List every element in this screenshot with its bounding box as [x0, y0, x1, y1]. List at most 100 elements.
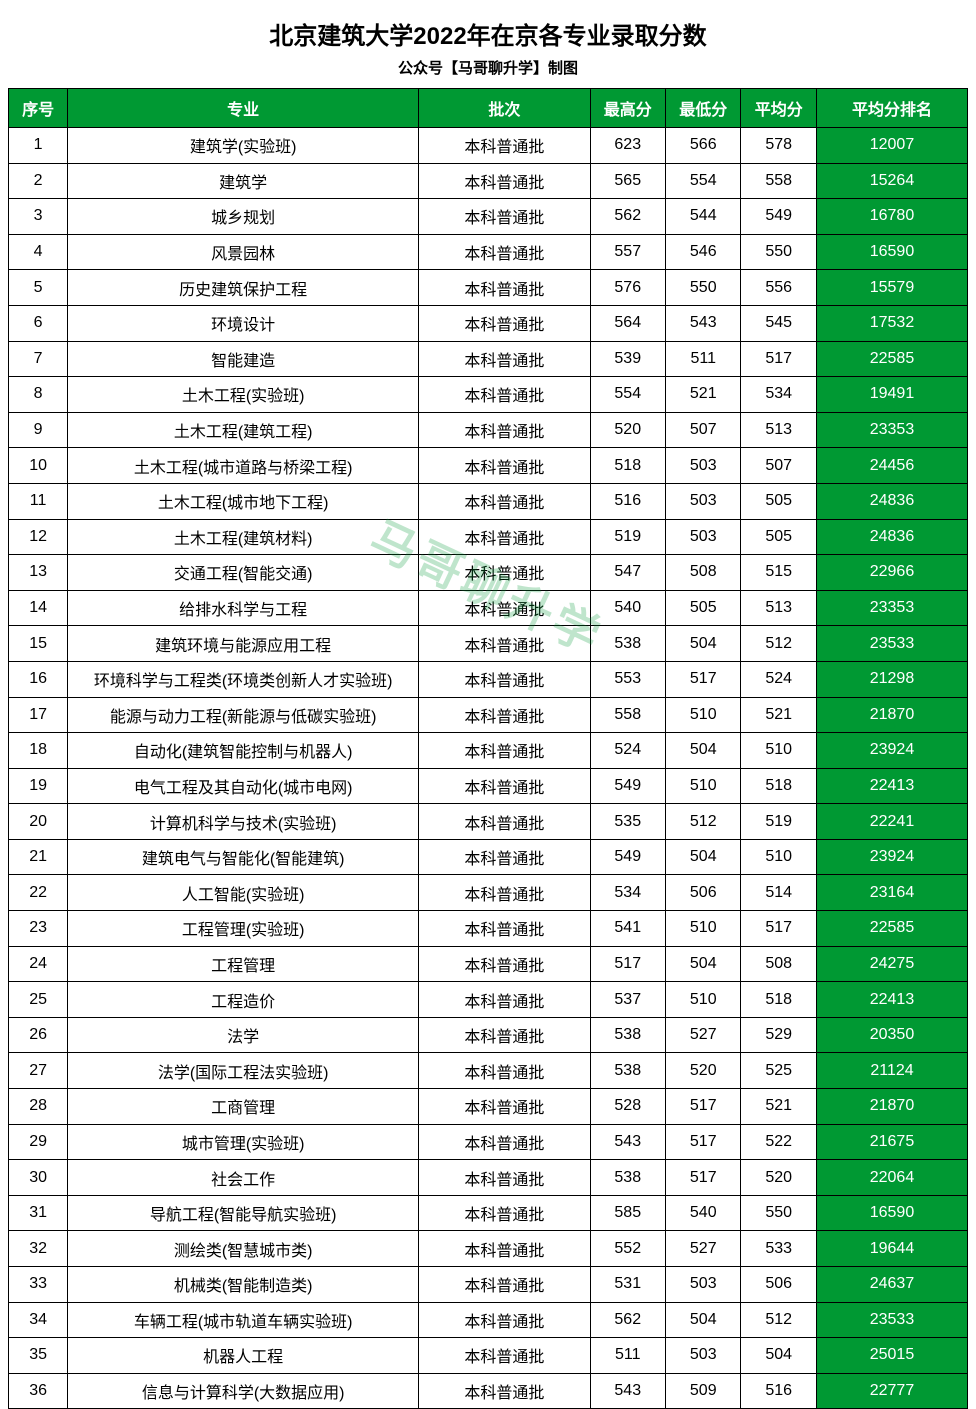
cell-avg: 507 [741, 448, 816, 484]
cell-rank: 12007 [816, 128, 967, 164]
cell-max: 552 [590, 1231, 665, 1267]
cell-major: 土木工程(建筑工程) [68, 412, 419, 448]
table-row: 31导航工程(智能导航实验班)本科普通批58554055016590 [9, 1195, 968, 1231]
col-header-rank: 平均分排名 [816, 89, 967, 128]
cell-idx: 18 [9, 733, 68, 769]
cell-avg: 550 [741, 1195, 816, 1231]
cell-major: 建筑环境与能源应用工程 [68, 626, 419, 662]
table-row: 22人工智能(实验班)本科普通批53450651423164 [9, 875, 968, 911]
table-row: 4风景园林本科普通批55754655016590 [9, 234, 968, 270]
table-row: 23工程管理(实验班)本科普通批54151051722585 [9, 911, 968, 947]
table-row: 36信息与计算科学(大数据应用)本科普通批54350951622777 [9, 1373, 968, 1409]
cell-avg: 545 [741, 305, 816, 341]
cell-min: 517 [666, 1124, 741, 1160]
cell-major: 信息与计算科学(大数据应用) [68, 1373, 419, 1409]
cell-major: 土木工程(建筑材料) [68, 519, 419, 555]
cell-avg: 512 [741, 626, 816, 662]
cell-min: 508 [666, 555, 741, 591]
cell-major: 建筑电气与智能化(智能建筑) [68, 839, 419, 875]
cell-idx: 7 [9, 341, 68, 377]
cell-max: 524 [590, 733, 665, 769]
cell-rank: 23353 [816, 590, 967, 626]
table-row: 28工商管理本科普通批52851752121870 [9, 1089, 968, 1125]
cell-max: 541 [590, 911, 665, 947]
cell-min: 504 [666, 1302, 741, 1338]
cell-avg: 515 [741, 555, 816, 591]
cell-max: 511 [590, 1338, 665, 1374]
cell-avg: 556 [741, 270, 816, 306]
cell-max: 531 [590, 1267, 665, 1303]
cell-rank: 22585 [816, 911, 967, 947]
cell-rank: 25015 [816, 1338, 967, 1374]
cell-batch: 本科普通批 [419, 1053, 590, 1089]
cell-avg: 517 [741, 341, 816, 377]
cell-rank: 16780 [816, 199, 967, 235]
cell-batch: 本科普通批 [419, 697, 590, 733]
cell-major: 计算机科学与技术(实验班) [68, 804, 419, 840]
cell-min: 517 [666, 661, 741, 697]
cell-major: 土木工程(城市地下工程) [68, 483, 419, 519]
table-row: 10土木工程(城市道路与桥梁工程)本科普通批51850350724456 [9, 448, 968, 484]
cell-rank: 23353 [816, 412, 967, 448]
cell-avg: 520 [741, 1160, 816, 1196]
cell-min: 505 [666, 590, 741, 626]
table-row: 18自动化(建筑智能控制与机器人)本科普通批52450451023924 [9, 733, 968, 769]
cell-batch: 本科普通批 [419, 1089, 590, 1125]
table-row: 29城市管理(实验班)本科普通批54351752221675 [9, 1124, 968, 1160]
cell-min: 507 [666, 412, 741, 448]
cell-max: 562 [590, 199, 665, 235]
table-row: 11土木工程(城市地下工程)本科普通批51650350524836 [9, 483, 968, 519]
cell-major: 人工智能(实验班) [68, 875, 419, 911]
cell-idx: 30 [9, 1160, 68, 1196]
table-row: 9土木工程(建筑工程)本科普通批52050751323353 [9, 412, 968, 448]
cell-avg: 505 [741, 483, 816, 519]
cell-max: 539 [590, 341, 665, 377]
table-row: 19电气工程及其自动化(城市电网)本科普通批54951051822413 [9, 768, 968, 804]
cell-idx: 26 [9, 1017, 68, 1053]
cell-min: 504 [666, 946, 741, 982]
cell-avg: 533 [741, 1231, 816, 1267]
cell-rank: 22064 [816, 1160, 967, 1196]
cell-min: 527 [666, 1017, 741, 1053]
cell-max: 538 [590, 1053, 665, 1089]
cell-avg: 521 [741, 1089, 816, 1125]
table-row: 17能源与动力工程(新能源与低碳实验班)本科普通批55851052121870 [9, 697, 968, 733]
cell-rank: 16590 [816, 234, 967, 270]
cell-rank: 23533 [816, 626, 967, 662]
col-header-avg: 平均分 [741, 89, 816, 128]
col-header-min: 最低分 [666, 89, 741, 128]
cell-rank: 22413 [816, 768, 967, 804]
cell-rank: 21870 [816, 1089, 967, 1125]
cell-idx: 4 [9, 234, 68, 270]
cell-batch: 本科普通批 [419, 555, 590, 591]
cell-idx: 6 [9, 305, 68, 341]
cell-major: 导航工程(智能导航实验班) [68, 1195, 419, 1231]
table-row: 6环境设计本科普通批56454354517532 [9, 305, 968, 341]
cell-rank: 23924 [816, 839, 967, 875]
cell-idx: 25 [9, 982, 68, 1018]
cell-idx: 11 [9, 483, 68, 519]
cell-batch: 本科普通批 [419, 270, 590, 306]
cell-batch: 本科普通批 [419, 199, 590, 235]
cell-batch: 本科普通批 [419, 733, 590, 769]
cell-min: 510 [666, 768, 741, 804]
cell-min: 546 [666, 234, 741, 270]
cell-max: 538 [590, 626, 665, 662]
cell-min: 520 [666, 1053, 741, 1089]
cell-avg: 505 [741, 519, 816, 555]
cell-min: 540 [666, 1195, 741, 1231]
cell-idx: 1 [9, 128, 68, 164]
cell-max: 549 [590, 839, 665, 875]
cell-max: 564 [590, 305, 665, 341]
cell-batch: 本科普通批 [419, 661, 590, 697]
cell-min: 521 [666, 377, 741, 413]
cell-max: 516 [590, 483, 665, 519]
cell-batch: 本科普通批 [419, 590, 590, 626]
cell-batch: 本科普通批 [419, 1231, 590, 1267]
cell-idx: 34 [9, 1302, 68, 1338]
cell-batch: 本科普通批 [419, 626, 590, 662]
cell-min: 517 [666, 1089, 741, 1125]
table-row: 33机械类(智能制造类)本科普通批53150350624637 [9, 1267, 968, 1303]
cell-avg: 516 [741, 1373, 816, 1409]
cell-batch: 本科普通批 [419, 946, 590, 982]
